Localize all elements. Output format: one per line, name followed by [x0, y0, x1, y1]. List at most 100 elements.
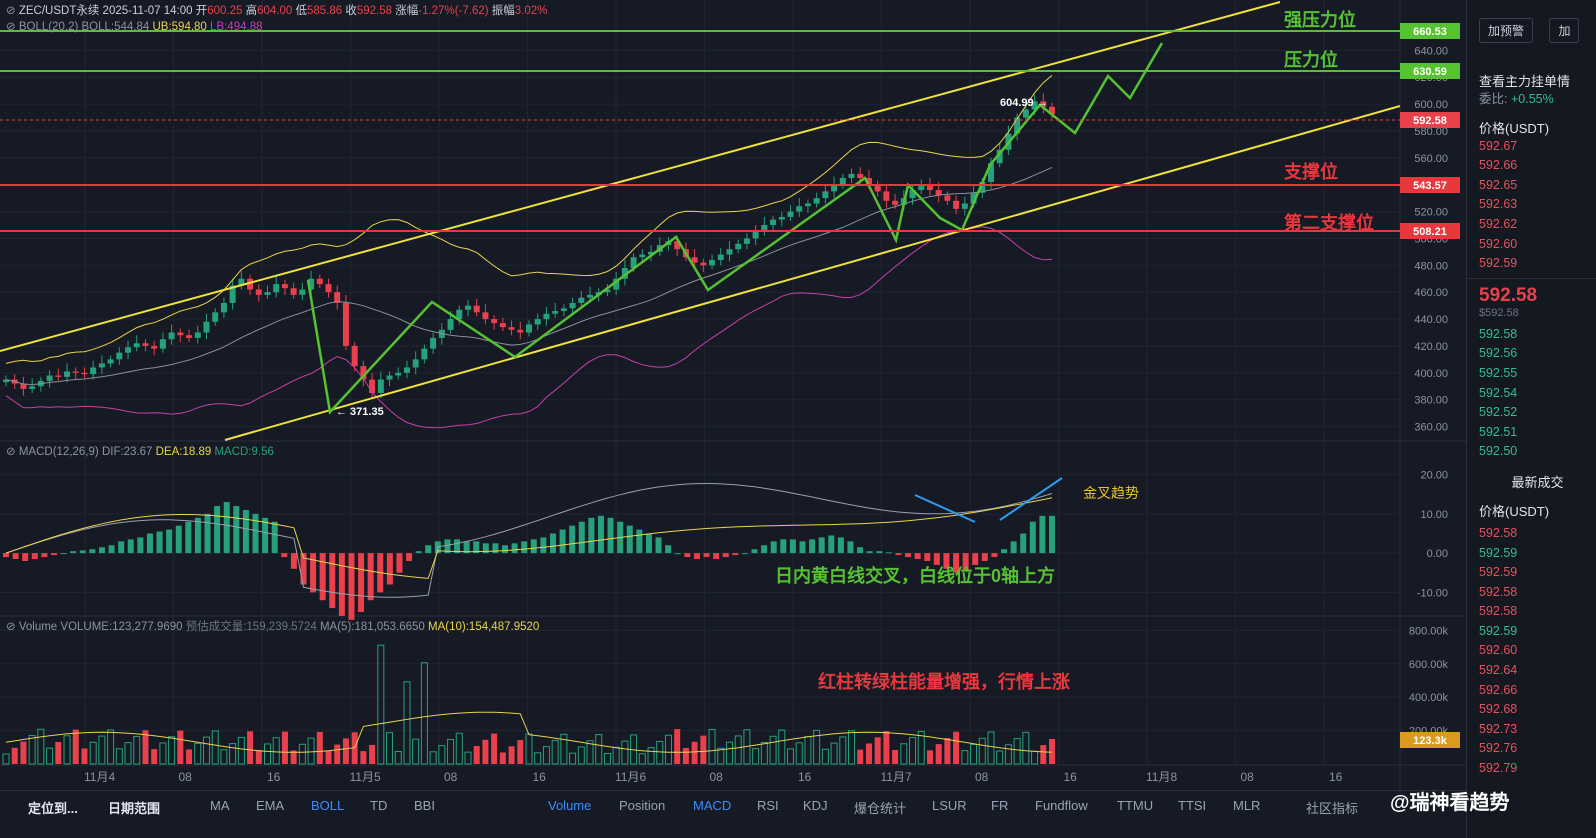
ask-row[interactable]: 592.59 [1479, 256, 1518, 271]
bid-row[interactable]: 592.54 [1479, 385, 1518, 400]
add-alert-button[interactable]: 加预警 [1479, 18, 1534, 43]
volume-bar [647, 747, 655, 765]
candle-body [3, 379, 9, 383]
trade-row[interactable]: 592.58 [1479, 604, 1518, 619]
volume-bar [37, 728, 45, 765]
indicator-8[interactable]: Fundflow [1035, 798, 1088, 813]
volume-bar [429, 751, 437, 765]
trade-row[interactable]: 592.68 [1479, 702, 1518, 717]
macd-hist-bar [415, 551, 422, 554]
volume-bar [560, 733, 568, 765]
macd-hist-bar [866, 551, 873, 554]
indicator-3[interactable]: RSI [757, 798, 779, 813]
indicator-6[interactable]: LSUR [932, 798, 967, 813]
trade-row[interactable]: 592.60 [1479, 643, 1518, 658]
indicator-12[interactable]: 社区指标 [1306, 801, 1359, 816]
x-axis-tick: 16 [798, 770, 812, 784]
trade-row[interactable]: 592.66 [1479, 682, 1518, 697]
ask-row[interactable]: 592.65 [1479, 177, 1518, 192]
chart-area[interactable]: 640.00620.00600.00580.00560.00540.00520.… [0, 0, 1466, 790]
indicator-5[interactable]: 爆仓统计 [854, 801, 907, 816]
indicator-7[interactable]: FR [991, 798, 1009, 813]
indicator-9[interactable]: TTMU [1117, 798, 1154, 813]
volume-bar [970, 743, 978, 765]
price-tick: 360.00 [1414, 422, 1448, 434]
volume-bar [420, 662, 428, 765]
candle-body [979, 182, 986, 193]
indicator-10[interactable]: TTSI [1178, 798, 1207, 813]
bid-row[interactable]: 592.52 [1479, 405, 1518, 420]
boll-label: BOLL(20,2) [18, 21, 79, 33]
bid-row[interactable]: 592.58 [1479, 326, 1518, 341]
macd-hist-bar [1049, 515, 1055, 554]
ask-row[interactable]: 592.60 [1479, 236, 1518, 251]
macd-hist-bar [818, 537, 825, 554]
macd-hist-bar [943, 553, 950, 569]
indicator-0[interactable]: Volume [548, 798, 592, 813]
ask-row[interactable]: 592.67 [1479, 138, 1518, 153]
indicator-ema[interactable]: EMA [256, 798, 285, 813]
volume-bar [935, 744, 942, 764]
indicator-11[interactable]: MLR [1233, 798, 1261, 813]
bid-row[interactable]: 592.55 [1479, 365, 1518, 380]
trade-row[interactable]: 592.59 [1479, 545, 1518, 560]
indicator-1[interactable]: Position [619, 798, 666, 813]
add-button[interactable]: 加 [1549, 18, 1580, 43]
volume-bar [525, 733, 533, 765]
boll-header: ⊘ BOLL(20,2) BOLL:544.84 UB:594.80 LB:49… [6, 21, 263, 33]
volume-bar [1022, 731, 1030, 765]
macd-hist-bar [166, 529, 173, 554]
trade-row[interactable]: 592.58 [1479, 584, 1518, 599]
volume-bar [909, 737, 917, 765]
volume-bar [517, 740, 524, 764]
candle-body [238, 278, 245, 286]
bid-row[interactable]: 592.56 [1479, 346, 1518, 361]
x-axis-tick: 16 [1064, 770, 1078, 784]
candle-body [247, 278, 254, 290]
ask-row[interactable]: 592.66 [1479, 158, 1518, 173]
ask-row[interactable]: 592.63 [1479, 197, 1518, 212]
macd-hist-bar [549, 533, 556, 554]
date-range-button[interactable]: 日期范围 [108, 801, 161, 816]
trade-row[interactable]: 592.64 [1479, 663, 1518, 678]
ask-row[interactable]: 592.62 [1479, 216, 1518, 231]
volume-bar [307, 737, 315, 765]
price-tick: 400.00 [1414, 368, 1448, 380]
indicator-2[interactable]: MACD [693, 798, 732, 813]
vol-last-tag-text: 123.3k [1413, 735, 1448, 747]
high-marker: 604.99 → [1000, 97, 1048, 109]
candle-body [787, 211, 794, 217]
trade-row[interactable]: 592.76 [1479, 741, 1518, 756]
volume-bar [133, 735, 141, 765]
indicator-4[interactable]: KDJ [803, 798, 828, 813]
indicator-ma[interactable]: MA [210, 798, 230, 813]
trade-row[interactable]: 592.59 [1479, 623, 1518, 638]
trade-row[interactable]: 592.58 [1479, 525, 1518, 540]
macd-hist-bar [185, 521, 192, 554]
macd-hist-bar [751, 549, 758, 554]
price-tick: 460.00 [1414, 287, 1448, 299]
candle-body [761, 225, 768, 232]
macd-hist-value: MACD:9.56 [214, 446, 274, 458]
indicator-bbi[interactable]: BBI [414, 798, 435, 813]
candle-body [848, 173, 855, 178]
volume-bar [917, 730, 925, 765]
locate-button[interactable]: 定位到... [28, 801, 78, 816]
macd-hist-bar [146, 533, 153, 554]
bid-row[interactable]: 592.51 [1479, 424, 1518, 439]
close-label: 收 [345, 5, 357, 17]
trade-row[interactable]: 592.79 [1479, 761, 1518, 776]
candle-body [709, 259, 716, 266]
trade-row[interactable]: 592.73 [1479, 721, 1518, 736]
indicator-boll[interactable]: BOLL [311, 798, 345, 813]
ratio-value: +0.55% [1510, 92, 1554, 106]
bid-row[interactable]: 592.50 [1479, 444, 1518, 459]
trade-row[interactable]: 592.59 [1479, 565, 1518, 580]
trades-title: 最新成交 [1511, 474, 1564, 490]
macd-hist-bar [1039, 515, 1046, 554]
volume-bar [342, 738, 349, 764]
chg-label: 涨幅 [395, 5, 419, 17]
candle-body [1040, 101, 1047, 107]
open-label: 开 [195, 5, 208, 17]
indicator-td[interactable]: TD [370, 798, 388, 813]
